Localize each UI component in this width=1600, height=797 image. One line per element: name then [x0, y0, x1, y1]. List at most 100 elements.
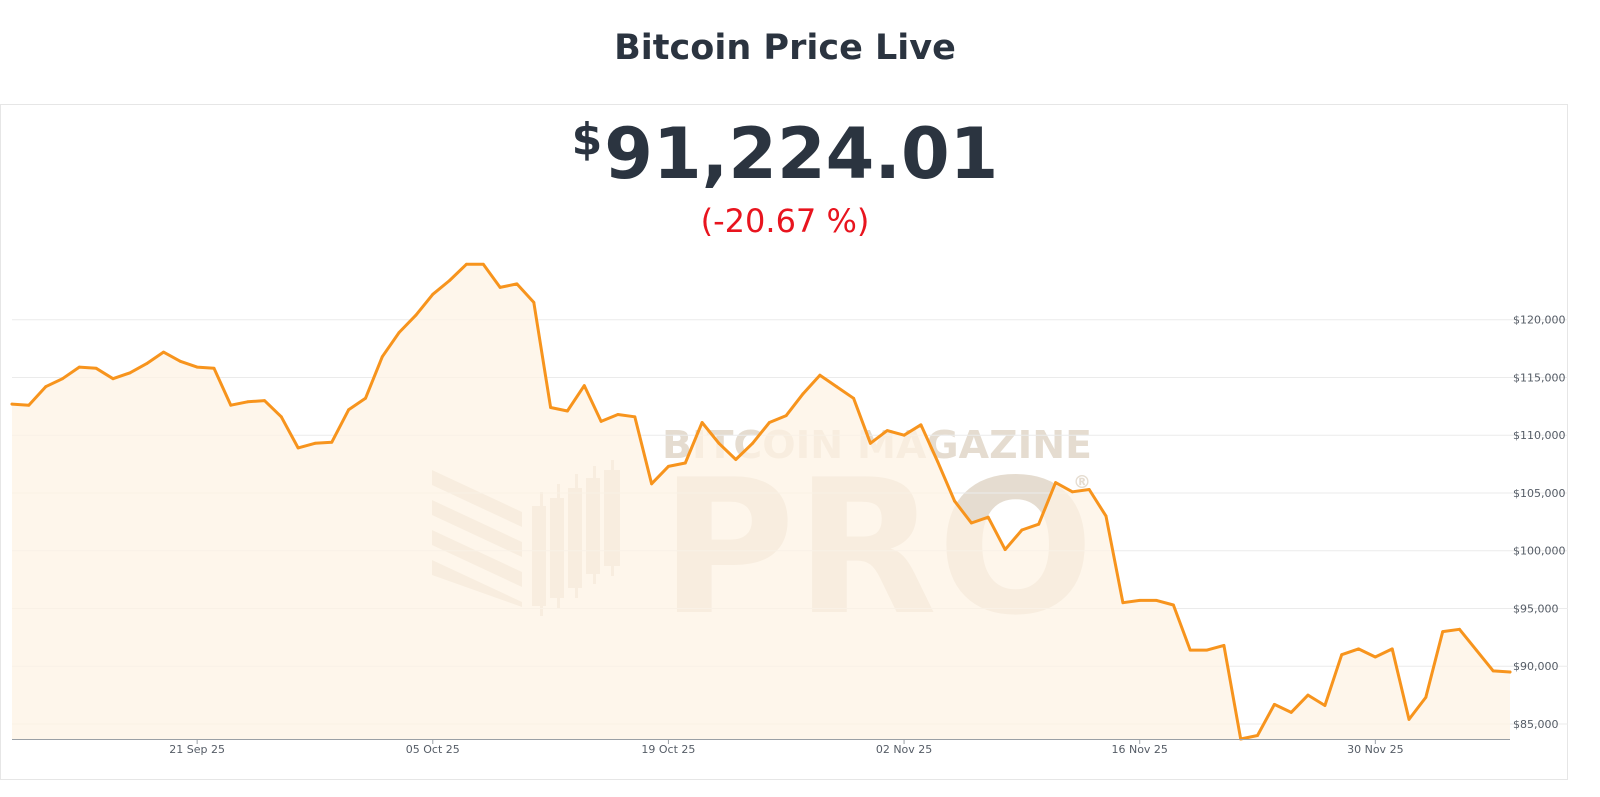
price-data-point[interactable]	[431, 292, 435, 296]
price-data-point[interactable]	[1222, 644, 1226, 647]
price-data-point[interactable]	[1256, 734, 1259, 737]
price-data-point[interactable]	[481, 262, 485, 266]
price-data-point[interactable]	[178, 359, 182, 363]
y-axis: $85,000 $90,000 $95,000 $100,000 $105,000 $11…	[1513, 314, 1566, 731]
price-data-point[interactable]	[1407, 718, 1411, 721]
x-tick-label: 21 Sep 25	[169, 743, 225, 756]
price-data-point[interactable]	[784, 414, 788, 417]
price-data-point[interactable]	[515, 282, 519, 286]
price-data-point[interactable]	[162, 350, 165, 354]
price-data-point[interactable]	[61, 377, 64, 381]
price-data-point[interactable]	[633, 415, 637, 419]
price-data-point[interactable]	[532, 301, 536, 304]
price-data-point[interactable]	[465, 262, 468, 266]
price-data-point[interactable]	[1188, 648, 1192, 652]
price-data-point[interactable]	[397, 331, 401, 334]
price-data-point[interactable]	[734, 458, 738, 461]
price-data-point[interactable]	[1306, 693, 1310, 697]
x-tick-label: 30 Nov 25	[1347, 743, 1403, 756]
price-data-point[interactable]	[599, 420, 603, 423]
price-data-point[interactable]	[246, 400, 250, 404]
price-data-point[interactable]	[330, 440, 334, 444]
price-data-point[interactable]	[700, 421, 704, 424]
price-series-line[interactable]	[10, 262, 1512, 741]
price-data-point[interactable]	[616, 413, 620, 416]
price-data-point[interactable]	[1205, 648, 1209, 652]
price-data-point[interactable]	[1390, 647, 1394, 651]
price-data-point[interactable]	[279, 415, 283, 419]
price-data-point[interactable]	[650, 482, 653, 486]
price-data-point[interactable]	[414, 313, 418, 317]
price-data-point[interactable]	[263, 399, 266, 402]
price-data-point[interactable]	[212, 366, 216, 370]
price-data-point[interactable]	[94, 366, 98, 370]
price-data-point[interactable]	[566, 409, 569, 413]
price-area-fill	[12, 264, 1510, 739]
price-data-point[interactable]	[1172, 603, 1175, 607]
price-data-point[interactable]	[128, 371, 132, 375]
price-data-point[interactable]	[1357, 647, 1360, 651]
y-tick-label: $100,000	[1513, 545, 1566, 558]
price-data-point[interactable]	[902, 433, 906, 437]
price-data-point[interactable]	[380, 355, 384, 359]
price-data-point[interactable]	[1441, 630, 1445, 633]
price-data-point[interactable]	[296, 446, 300, 450]
price-data-point[interactable]	[818, 373, 822, 377]
price-data-point[interactable]	[717, 441, 721, 445]
price-data-point[interactable]	[364, 396, 367, 400]
price-data-point[interactable]	[195, 365, 199, 369]
price-data-point[interactable]	[1138, 599, 1142, 602]
price-data-point[interactable]	[1003, 548, 1007, 551]
price-data-point[interactable]	[885, 429, 889, 432]
price-data-point[interactable]	[986, 515, 990, 519]
price-data-point[interactable]	[1491, 669, 1495, 673]
price-data-point[interactable]	[970, 521, 973, 525]
price-data-point[interactable]	[229, 403, 233, 407]
price-data-point[interactable]	[936, 460, 940, 464]
price-data-point[interactable]	[1071, 490, 1074, 494]
price-data-point[interactable]	[667, 465, 670, 468]
price-data-point[interactable]	[27, 403, 31, 407]
x-tick-label: 19 Oct 25	[641, 743, 695, 756]
price-data-point[interactable]	[1054, 481, 1057, 484]
price-data-point[interactable]	[347, 408, 350, 412]
price-data-point[interactable]	[919, 423, 923, 427]
price-data-point[interactable]	[1340, 653, 1344, 657]
price-data-point[interactable]	[1458, 627, 1461, 631]
price-data-point[interactable]	[1323, 704, 1327, 707]
price-data-point[interactable]	[1424, 696, 1428, 699]
price-data-point[interactable]	[1020, 528, 1024, 532]
x-tick-label: 16 Nov 25	[1111, 743, 1167, 756]
price-data-point[interactable]	[1508, 670, 1512, 674]
price-data-point[interactable]	[869, 441, 872, 445]
price-data-point[interactable]	[582, 384, 586, 387]
price-data-point[interactable]	[768, 421, 771, 424]
price-data-point[interactable]	[1104, 514, 1108, 518]
price-data-point[interactable]	[751, 441, 754, 445]
price-data-point[interactable]	[852, 396, 855, 400]
price-display: $91,224.01	[0, 118, 1570, 190]
price-data-point[interactable]	[111, 377, 115, 381]
price-data-point[interactable]	[835, 385, 839, 389]
price-data-point[interactable]	[10, 402, 14, 406]
price-data-point[interactable]	[1273, 703, 1276, 706]
price-data-point[interactable]	[953, 499, 956, 503]
price-data-point[interactable]	[313, 441, 317, 445]
price-data-point[interactable]	[801, 392, 805, 396]
price-data-point[interactable]	[145, 362, 149, 365]
price-data-point[interactable]	[1087, 488, 1091, 491]
price-data-point[interactable]	[1289, 711, 1293, 714]
y-tick-label: $90,000	[1513, 660, 1559, 673]
price-data-point[interactable]	[498, 286, 502, 289]
price-data-point[interactable]	[1037, 522, 1041, 526]
price-data-point[interactable]	[1373, 655, 1377, 659]
price-data-point[interactable]	[1474, 648, 1478, 652]
price-data-point[interactable]	[683, 461, 687, 465]
price-data-point[interactable]	[44, 385, 48, 389]
price-data-point[interactable]	[1155, 599, 1158, 602]
price-data-point[interactable]	[549, 406, 552, 409]
price-data-point[interactable]	[448, 279, 451, 282]
price-data-point[interactable]	[77, 365, 81, 369]
price-data-point[interactable]	[1121, 601, 1125, 605]
